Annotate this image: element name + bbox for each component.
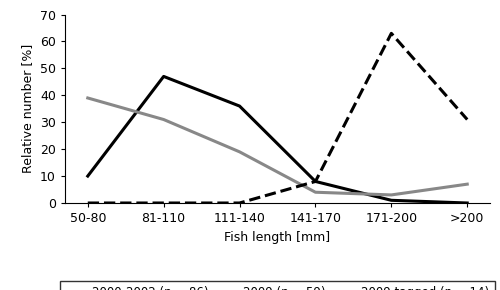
X-axis label: Fish length [mm]: Fish length [mm] xyxy=(224,231,330,244)
Y-axis label: Relative number [%]: Relative number [%] xyxy=(22,44,35,173)
Legend: 2000-2002 (n = 86), 2009 (n = 59), 2009 tagged (n = 14): 2000-2002 (n = 86), 2009 (n = 59), 2009 … xyxy=(60,280,496,290)
